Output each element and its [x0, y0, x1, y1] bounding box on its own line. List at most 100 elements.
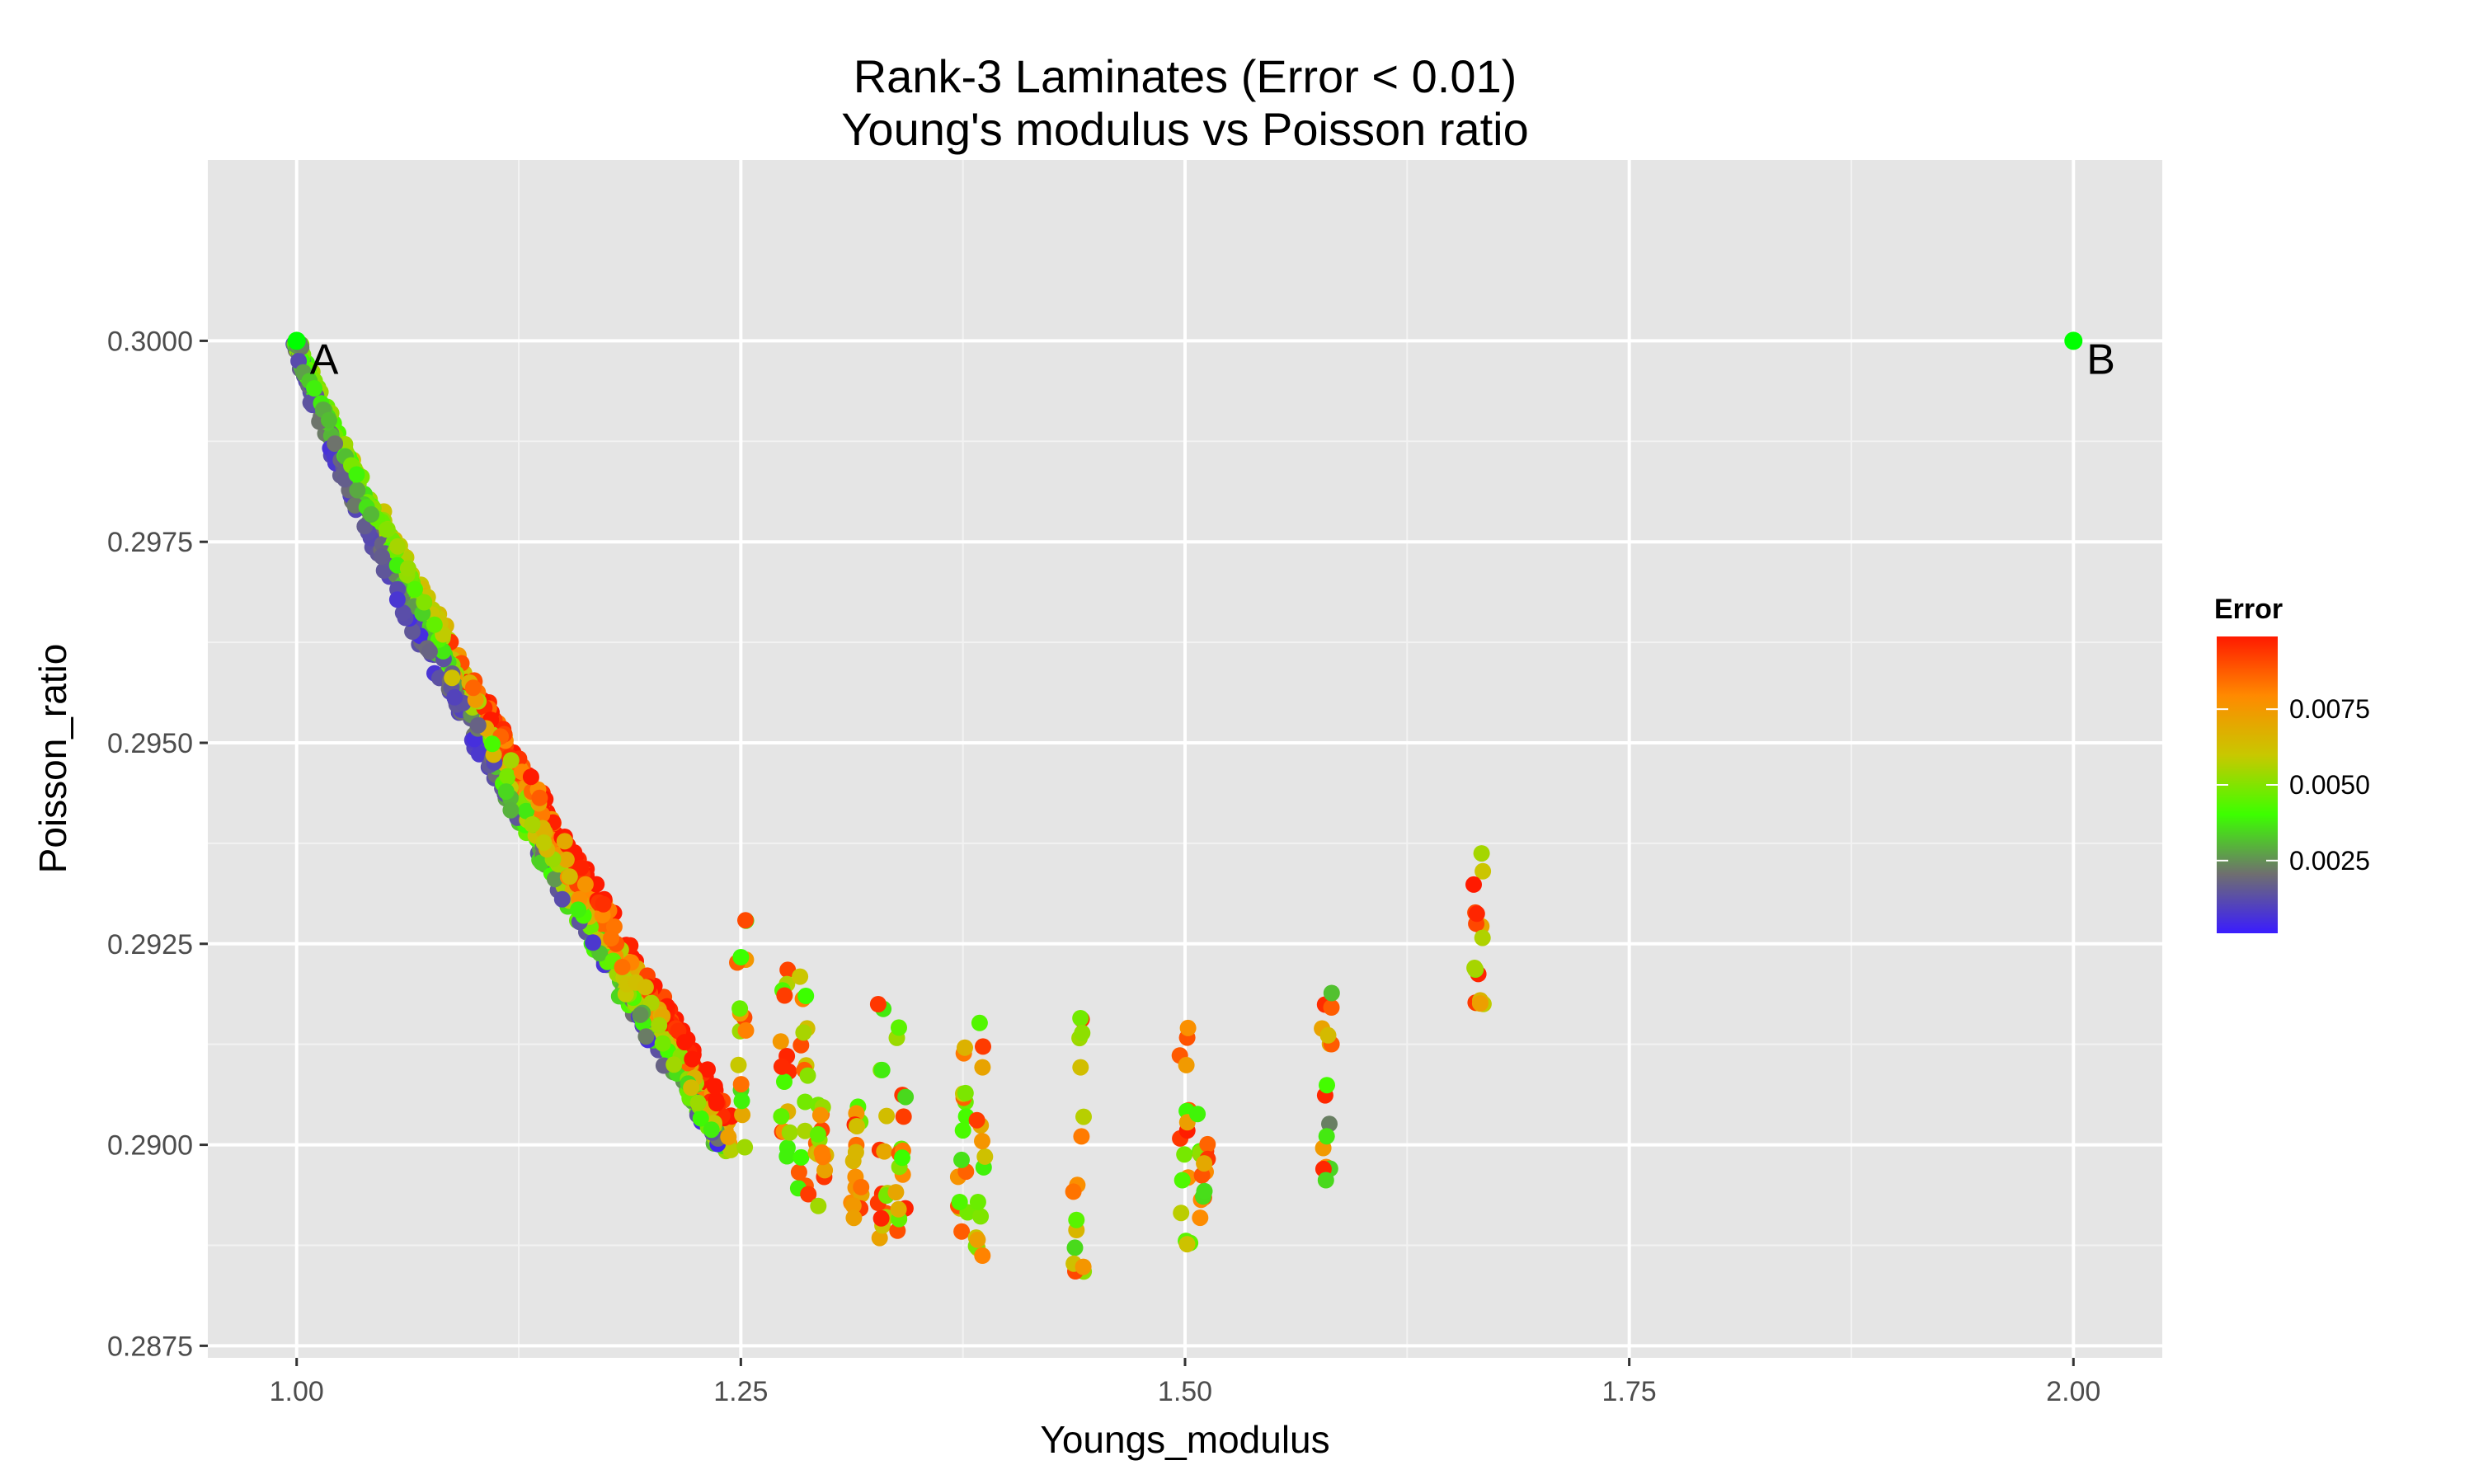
data-point [1323, 999, 1340, 1016]
data-point [878, 1107, 896, 1125]
data-point [1468, 905, 1485, 923]
data-point [1075, 1258, 1092, 1275]
data-point [792, 968, 809, 985]
data-point [595, 895, 612, 913]
data-point [736, 1139, 754, 1156]
data-point [531, 789, 548, 806]
data-point [614, 958, 631, 975]
data-point [781, 1124, 798, 1141]
y-tick-label: 0.2875 [107, 1331, 193, 1362]
data-point [374, 548, 391, 566]
data-point [795, 1024, 812, 1041]
data-point [737, 1021, 755, 1039]
data-point [561, 868, 578, 885]
data-point [553, 890, 571, 908]
data-point [1317, 1172, 1334, 1189]
data-point [976, 1148, 994, 1165]
data-point [585, 934, 602, 951]
data-point [576, 876, 594, 893]
x-tick-label: 1.25 [713, 1376, 768, 1407]
data-point [684, 1050, 701, 1068]
legend-tick-label: 0.0025 [2289, 846, 2370, 876]
y-tick-label: 0.2950 [107, 728, 193, 759]
data-point [790, 1163, 807, 1181]
data-point [971, 1014, 988, 1031]
point-label-b: B [2086, 336, 2115, 383]
data-point [471, 745, 487, 763]
data-point [683, 1079, 700, 1097]
data-point [399, 560, 416, 577]
data-point [349, 481, 366, 499]
data-point [849, 1118, 865, 1134]
data-point [873, 1061, 891, 1078]
point-a [287, 331, 306, 350]
data-point [895, 1108, 912, 1125]
data-point [556, 833, 573, 850]
data-point [816, 1162, 834, 1179]
data-point [773, 1108, 790, 1125]
data-point [407, 580, 423, 598]
data-point [953, 1223, 971, 1240]
data-point [869, 996, 887, 1012]
data-point [708, 1095, 725, 1112]
data-point [1319, 1026, 1337, 1044]
data-point [969, 1194, 986, 1210]
data-point [484, 735, 501, 753]
data-point [1473, 845, 1490, 862]
data-point [847, 1144, 864, 1161]
data-point [957, 1039, 973, 1056]
data-point [499, 768, 516, 785]
data-point [632, 1006, 649, 1023]
data-point [799, 1067, 816, 1084]
data-point [732, 1076, 750, 1093]
data-point [890, 1200, 907, 1218]
data-point [954, 1122, 971, 1139]
data-point [776, 987, 793, 1004]
x-tick-label: 1.50 [1158, 1376, 1212, 1407]
data-point [1192, 1209, 1209, 1227]
data-point [348, 466, 365, 483]
data-point [375, 562, 393, 579]
data-point [388, 591, 406, 608]
data-point [734, 1106, 751, 1124]
data-point [1174, 1172, 1191, 1189]
data-point [464, 679, 482, 697]
data-point [800, 1186, 817, 1203]
data-point [776, 1073, 793, 1090]
x-tick-label: 2.00 [2046, 1376, 2100, 1407]
data-point [692, 1110, 709, 1127]
data-point [502, 752, 520, 769]
data-point [797, 1093, 814, 1111]
data-point [876, 1143, 893, 1160]
legend-ticks: 0.0025 0.0050 0.0075 [2217, 694, 2370, 876]
data-point [974, 1247, 991, 1264]
data-point [416, 594, 433, 611]
point-b [2064, 331, 2083, 350]
data-point [637, 1028, 655, 1045]
point-label-a: A [310, 336, 339, 383]
data-point [1178, 1056, 1195, 1073]
data-point [894, 1149, 910, 1167]
data-point [469, 716, 487, 734]
data-point [1196, 1155, 1213, 1172]
data-point [654, 1035, 671, 1052]
data-point [974, 1133, 990, 1150]
data-point [522, 768, 539, 786]
y-tick-label: 0.2925 [107, 929, 193, 960]
data-point [793, 1148, 810, 1166]
data-point [969, 1231, 986, 1248]
data-point [891, 1019, 907, 1036]
data-point [444, 669, 461, 687]
data-point [974, 1059, 991, 1076]
data-point [1189, 1106, 1206, 1123]
data-point [321, 411, 337, 429]
data-point [363, 505, 380, 523]
data-point [810, 1197, 827, 1214]
x-axis-ticks: 1.00 1.25 1.50 1.75 2.00 [270, 1358, 2100, 1407]
data-point [676, 1034, 694, 1051]
data-point [524, 816, 541, 833]
data-point [394, 604, 412, 622]
data-point [853, 1178, 870, 1195]
